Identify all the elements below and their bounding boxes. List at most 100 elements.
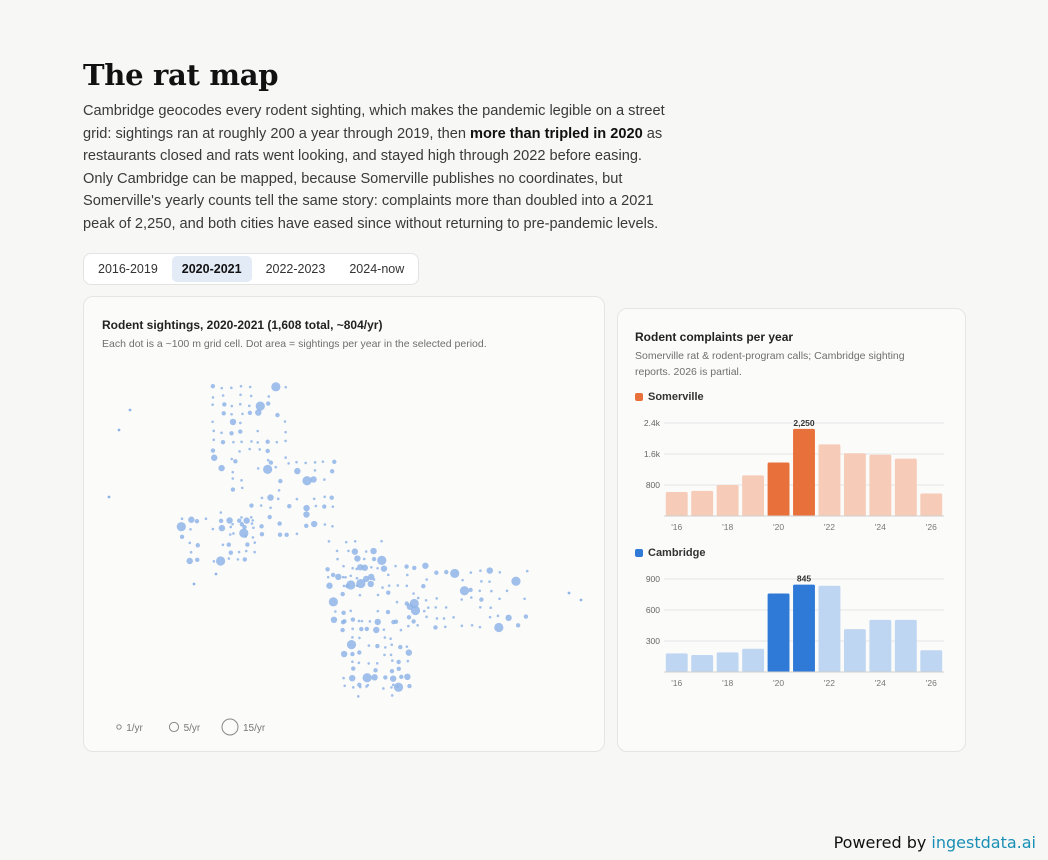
tab-2022-2023[interactable]: 2022-2023 <box>265 262 326 276</box>
sighting-dot <box>371 556 377 562</box>
sighting-dot <box>220 440 226 445</box>
bar-2018[interactable] <box>716 652 739 672</box>
sighting-dot <box>368 573 375 581</box>
sighting-dot <box>392 683 395 687</box>
map-subtitle: Each dot is a ~100 m grid cell. Dot area… <box>102 338 487 350</box>
powered-prefix: Powered by <box>833 833 932 852</box>
sighting-dot <box>347 549 350 553</box>
bar-2018[interactable] <box>716 485 739 516</box>
bar-2023[interactable] <box>843 453 866 516</box>
sighting-dot <box>362 557 366 561</box>
sighting-dot <box>469 596 473 599</box>
sighting-dot <box>342 564 345 568</box>
sighting-dot <box>489 606 492 610</box>
bar-2021[interactable] <box>793 428 815 516</box>
bar-2025[interactable] <box>894 458 917 516</box>
sighting-dot <box>498 570 502 574</box>
bar-2019[interactable] <box>742 648 765 672</box>
bar-2022[interactable] <box>818 444 841 516</box>
sighting-dot <box>249 516 253 519</box>
sighting-dot <box>346 580 356 590</box>
sighting-dot <box>422 562 429 569</box>
bar-2017[interactable] <box>691 490 714 516</box>
cambridge-bar-chart: 300 600 900 845 '16 '18 '20 '22 '24 '26 <box>646 574 944 688</box>
intro-text-1: Cambridge geocodes every rodent sighting… <box>83 103 665 142</box>
bar-2024[interactable] <box>869 619 892 672</box>
sighting-dot <box>221 411 226 416</box>
sighting-dot <box>212 560 216 563</box>
sighting-dot <box>221 543 225 547</box>
bar-2020[interactable] <box>767 593 790 672</box>
sighting-dot <box>302 476 312 486</box>
map-title: Rodent sightings, 2020-2021 (1,608 total… <box>102 318 383 332</box>
sighting-dot <box>579 598 583 602</box>
sighting-dot <box>421 584 426 589</box>
sighting-dot <box>395 600 399 604</box>
bar-2019[interactable] <box>742 475 765 516</box>
sighting-dot <box>406 603 414 610</box>
x-tick-label: '26 <box>926 678 937 688</box>
sighting-dot <box>375 643 380 649</box>
sighting-dot <box>248 404 251 408</box>
x-tick-label: '24 <box>875 522 886 532</box>
sighting-dot <box>424 598 428 602</box>
sighting-dot <box>332 459 337 465</box>
sighting-dot <box>391 619 396 625</box>
bar-2026[interactable] <box>920 650 943 672</box>
sighting-dot <box>327 540 331 543</box>
sighting-dot <box>342 584 346 588</box>
sighting-dot <box>231 522 234 526</box>
complaints-subtitle-line1: Somerville rat & rodent-program calls; C… <box>635 350 905 362</box>
sighting-dot <box>334 610 337 613</box>
bar-2022[interactable] <box>818 585 841 672</box>
sighting-dot <box>357 619 361 623</box>
bar-2016[interactable] <box>665 653 688 672</box>
sighting-dot <box>523 614 529 619</box>
sighting-dot <box>323 523 327 526</box>
bar-2024[interactable] <box>869 454 892 516</box>
sighting-dot <box>367 644 371 647</box>
sighting-dot <box>284 456 287 459</box>
sighting-dot <box>243 517 250 524</box>
x-tick-label: '24 <box>875 678 886 688</box>
sighting-dot <box>515 623 521 628</box>
sighting-dot <box>353 539 357 543</box>
sighting-dot <box>277 489 281 492</box>
sighting-dot <box>313 469 317 472</box>
sighting-dot <box>425 578 428 581</box>
bar-2016[interactable] <box>665 491 688 516</box>
sighting-dot <box>498 597 501 601</box>
sighting-dot <box>356 578 366 589</box>
sighting-dot <box>343 684 346 688</box>
bar-2021[interactable] <box>793 584 815 672</box>
bar-2017[interactable] <box>691 654 714 672</box>
sighting-dot <box>389 653 393 657</box>
sighting-dot <box>460 624 464 628</box>
sighting-dot <box>371 674 378 681</box>
sighting-dot <box>399 674 404 680</box>
bar-2026[interactable] <box>920 493 943 516</box>
sighting-dot <box>370 565 373 569</box>
sighting-dot <box>242 557 247 562</box>
sighting-dot <box>211 403 214 407</box>
sighting-dot <box>342 676 345 680</box>
powered-brand[interactable]: ingestdata.ai <box>931 833 1036 852</box>
sighting-dot <box>505 614 512 622</box>
sighting-dot <box>195 543 200 548</box>
sighting-dot <box>314 504 318 508</box>
sighting-dot <box>232 440 235 444</box>
sighting-dot <box>284 532 289 538</box>
bar-2023[interactable] <box>843 629 866 672</box>
tab-2024-now[interactable]: 2024-now <box>349 262 405 276</box>
tab-2016-2019[interactable]: 2016-2019 <box>98 262 158 276</box>
sighting-dot <box>240 516 243 519</box>
intro-text-2: as restaurants closed and rats went look… <box>83 125 663 232</box>
sighting-dot <box>374 618 381 626</box>
tab-2020-2021[interactable]: 2020-2021 <box>171 256 252 282</box>
bar-2025[interactable] <box>894 619 917 672</box>
sighting-dot <box>331 524 334 528</box>
sighting-dot <box>426 606 430 609</box>
bar-2020[interactable] <box>767 462 790 516</box>
sighting-dot <box>284 439 287 443</box>
sighting-dot <box>251 536 255 539</box>
